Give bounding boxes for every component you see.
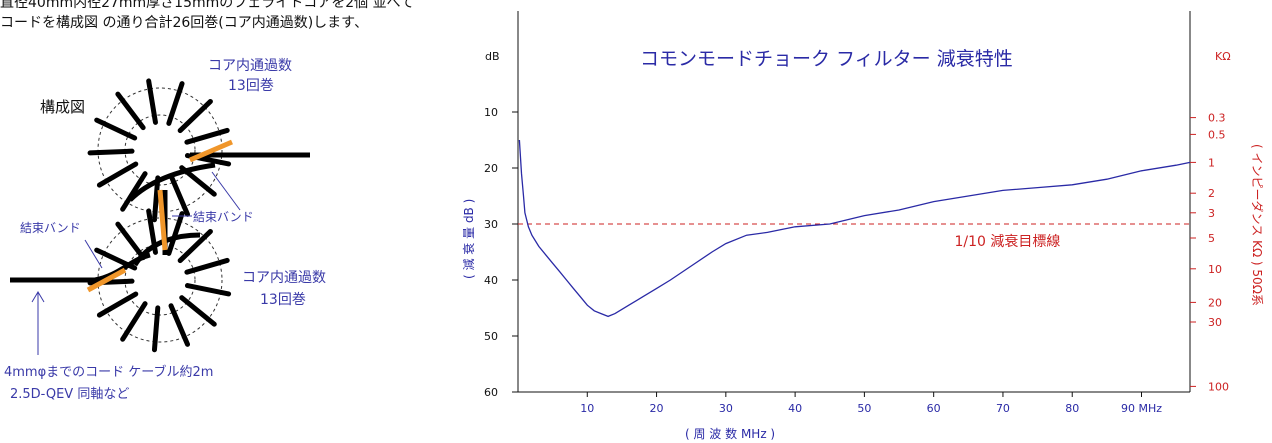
winding-stroke [115,221,146,261]
band-right-pointer [211,171,241,211]
cable-in [10,252,151,283]
diagram-title: 構成図 [40,98,85,116]
x-tick-label: 60 [927,402,941,415]
chart-ticks: 10 20 30 40 50 60 70 80 90 MHz 10 20 30 40 50 60 0.3 0.5… [484,106,1229,415]
y2-tick-label: 100 [1208,380,1229,393]
winding-stroke [184,257,230,275]
reference-line-label: 1/10 減衰目標線 [954,233,1060,250]
y2-tick-label: 5 [1208,232,1215,245]
winding-stroke [168,303,191,347]
y2-tick-label: 10 [1208,263,1222,276]
winding-stroke [115,91,146,131]
lower-turns-label: 13回巻 [260,292,306,308]
upper-pass-label: コア内通過数 [208,58,292,74]
y-tick-label: 10 [484,106,498,119]
y2-tick-label: 1 [1208,156,1215,169]
y-tick-label: 50 [484,330,498,343]
y2-unit-label: KΩ [1215,50,1231,63]
y2-tick-label: 0.5 [1208,128,1226,141]
x-tick-label: 30 [719,402,733,415]
x-tick-label: 70 [996,402,1010,415]
winding-stroke [120,301,148,342]
winding-stroke [94,117,138,141]
lower-pass-label: コア内通過数 [242,270,326,286]
y2-tick-label: 2 [1208,187,1215,200]
winding-stroke [151,305,161,353]
winding-stroke [146,78,158,125]
band-upper [189,139,233,163]
winding-stroke [179,295,217,327]
upper-windings [87,78,232,223]
upper-core [87,78,232,223]
y2-tick-label: 0.3 [1208,112,1226,125]
structure-diagram: 構成図 コア内通過数 13回巻 結束バンド 結束バンド コア内通過数 13回巻 … [4,58,326,402]
intro-line-1: 直径40mm内径27mm厚さ15mmのフェライトコアを2個 並べて [0,0,415,11]
cable-pointer-head [31,291,45,303]
winding-stroke [120,171,148,212]
y2-tick-label: 3 [1208,207,1215,220]
x-tick-label: 80 [1065,402,1079,415]
winding-stroke [87,148,135,156]
intro-line-2: コードを構成図 の通り合計26回巻(コア内通過数)します、 [0,15,369,31]
x-axis-label: ( 周 波 数 MHz ) [685,426,775,441]
band-left-label: 結束バンド [20,221,81,235]
band-lower [86,267,127,293]
chart-axes [517,11,1191,393]
chart-series [518,139,1191,318]
winding-stroke [168,173,191,217]
y2-axis-label: ( インピーダンス KΩ ) 50Ω系 [1250,144,1265,306]
winding-stroke [96,291,139,318]
winding-stroke [184,127,230,145]
y-tick-label: 60 [484,386,498,399]
band-right-label: 結束バンド [193,210,254,224]
y-tick-label: 30 [484,218,498,231]
y2-tick-label: 20 [1208,296,1222,309]
winding-stroke [177,98,213,134]
band-left-pointer [84,239,103,269]
winding-stroke [184,283,232,297]
y-tick-label: 20 [484,162,498,175]
cable-cross-upper [128,162,216,202]
cable-note-1: 4mmφまでのコード ケーブル約2m [4,364,213,380]
band-middle [157,189,168,251]
cable-note-2: 2.5D-QEV 同軸など [10,387,129,402]
x-tick-label: 20 [650,402,664,415]
y-tick-label: 40 [484,274,498,287]
chart-title: コモンモードチョーク フィルター 減衰特性 [640,48,1013,70]
upper-turns-label: 13回巻 [228,78,274,94]
winding-stroke [166,211,185,256]
x-tick-label: 10 [580,402,594,415]
attenuation-chart: コモンモードチョーク フィルター 減衰特性 10 20 30 40 50 60 70 80 90… [461,11,1265,441]
x-tick-label: 50 [857,402,871,415]
winding-stroke [177,228,213,264]
x-tick-label: 40 [788,402,802,415]
x-tick-label: 90 MHz [1121,402,1162,415]
winding-stroke [166,81,185,126]
y-unit-label: dB [485,50,500,63]
winding-stroke [96,161,139,188]
attenuation-curve [518,139,1191,318]
y2-tick-label: 30 [1208,316,1222,329]
reference-line-group: 1/10 減衰目標線 [518,223,1190,250]
winding-stroke [151,175,161,223]
y-axis-label: ( 減 衰 量 dB ) [461,199,476,279]
